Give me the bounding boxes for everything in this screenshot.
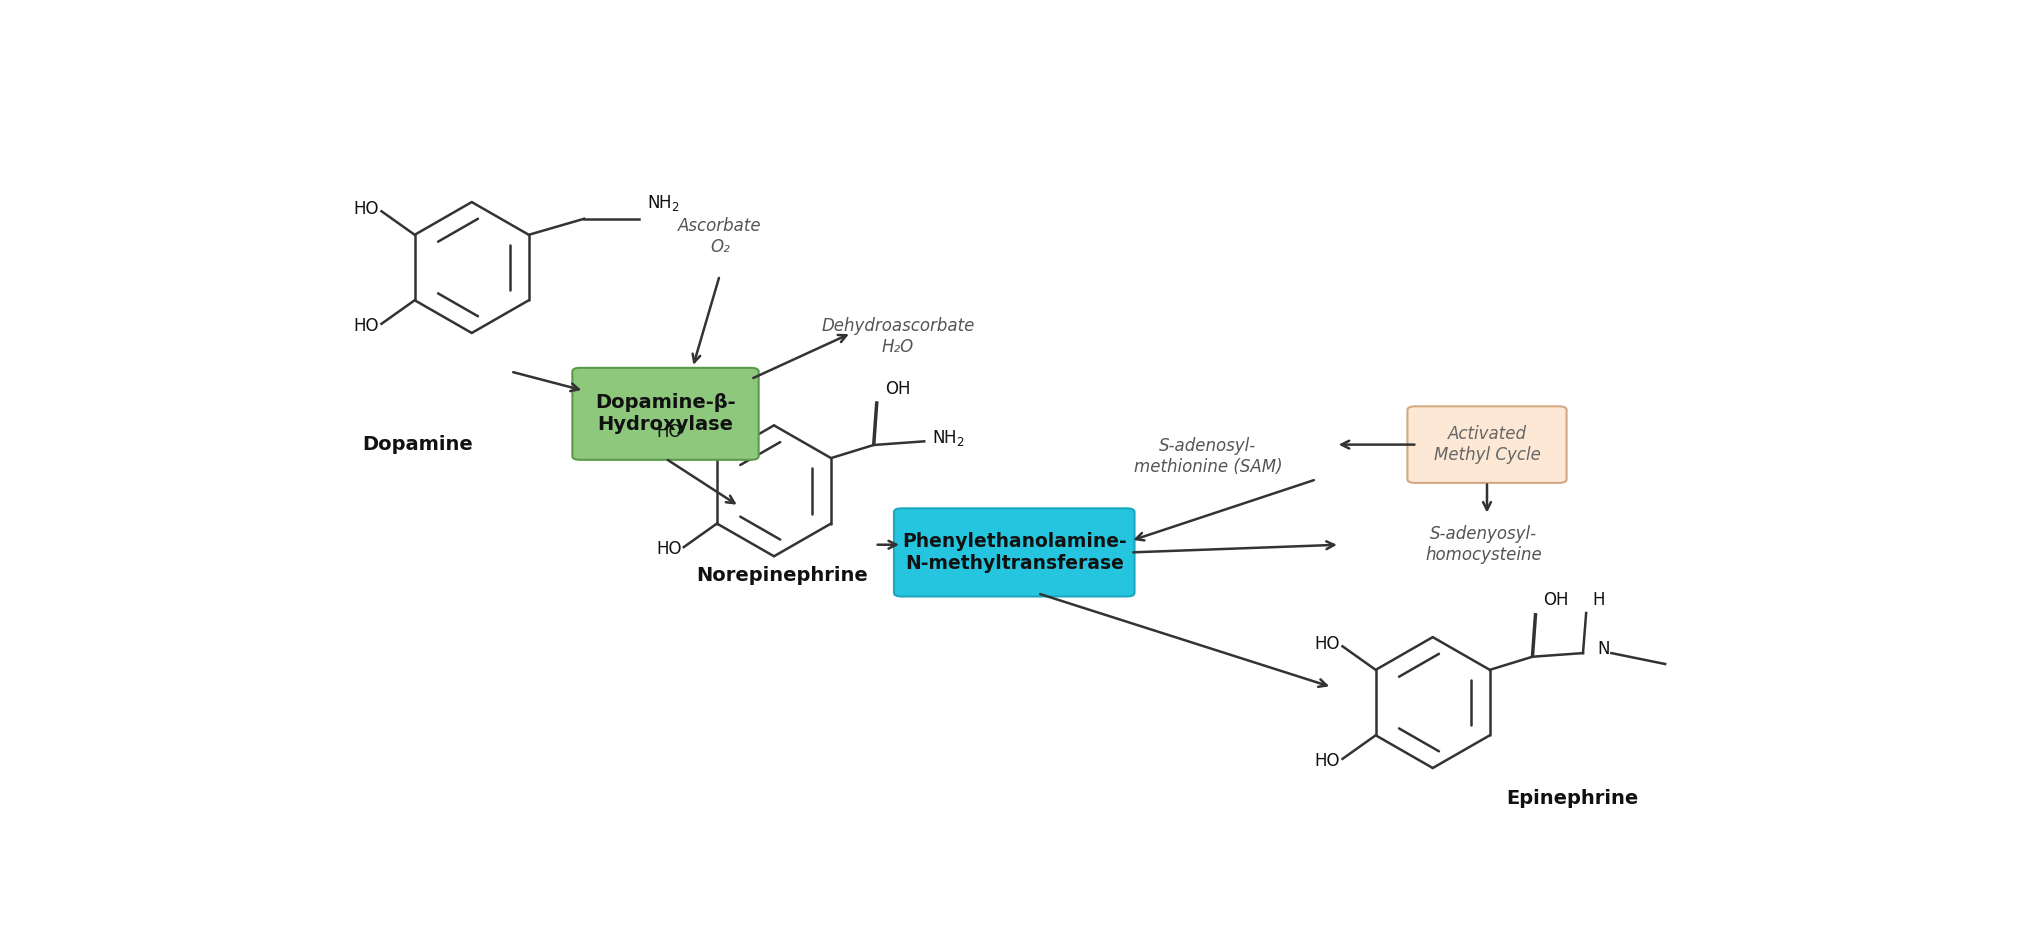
Text: S-adenosyl-
methionine (SAM): S-adenosyl- methionine (SAM) bbox=[1133, 437, 1282, 476]
Text: HO: HO bbox=[355, 317, 379, 335]
Text: S-adenyosyl-
homocysteine: S-adenyosyl- homocysteine bbox=[1425, 525, 1543, 564]
Text: Norepinephrine: Norepinephrine bbox=[695, 566, 868, 585]
Text: HO: HO bbox=[1315, 635, 1341, 653]
Text: HO: HO bbox=[656, 423, 681, 441]
Text: Dehydroascorbate
H₂O: Dehydroascorbate H₂O bbox=[821, 318, 974, 357]
Text: HO: HO bbox=[1315, 752, 1341, 770]
Text: HO: HO bbox=[355, 200, 379, 218]
Text: Ascorbate
O₂: Ascorbate O₂ bbox=[679, 218, 762, 256]
Text: Activated
Methyl Cycle: Activated Methyl Cycle bbox=[1433, 425, 1541, 464]
FancyBboxPatch shape bbox=[1408, 407, 1567, 482]
Text: Dopamine: Dopamine bbox=[363, 435, 473, 454]
FancyBboxPatch shape bbox=[895, 508, 1135, 597]
Text: NH$_2$: NH$_2$ bbox=[931, 428, 964, 447]
Text: Phenylethanolamine-
N-methyltransferase: Phenylethanolamine- N-methyltransferase bbox=[903, 532, 1127, 573]
Text: HO: HO bbox=[656, 540, 681, 558]
FancyBboxPatch shape bbox=[573, 368, 758, 460]
Text: H: H bbox=[1592, 591, 1606, 609]
Text: Dopamine-β-
Hydroxylase: Dopamine-β- Hydroxylase bbox=[595, 394, 736, 434]
Text: OH: OH bbox=[1543, 591, 1569, 609]
Text: OH: OH bbox=[884, 379, 911, 397]
Text: N: N bbox=[1598, 640, 1610, 658]
Text: NH$_2$: NH$_2$ bbox=[648, 193, 681, 213]
Text: Epinephrine: Epinephrine bbox=[1506, 789, 1639, 808]
